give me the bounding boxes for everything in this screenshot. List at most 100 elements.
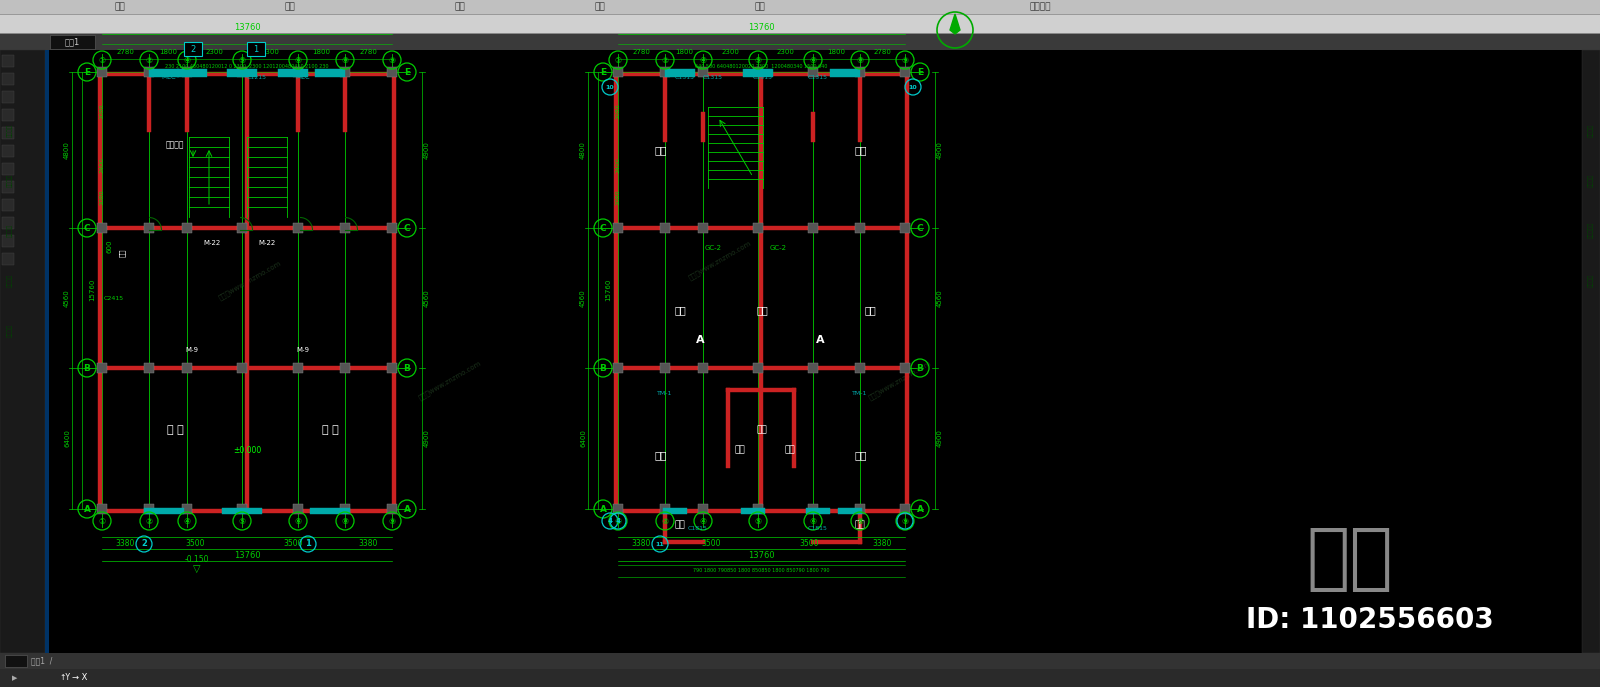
Bar xyxy=(237,363,246,373)
Text: 6400: 6400 xyxy=(579,429,586,447)
Text: 春水: 春水 xyxy=(118,249,125,257)
Bar xyxy=(662,72,667,142)
Text: 3500: 3500 xyxy=(186,539,205,548)
Text: 6400: 6400 xyxy=(64,429,70,447)
Bar xyxy=(808,363,818,373)
Bar xyxy=(387,363,397,373)
Bar xyxy=(741,508,765,514)
Bar xyxy=(808,67,818,77)
Bar xyxy=(2,127,14,139)
Bar xyxy=(661,67,670,77)
Bar xyxy=(662,508,686,514)
Text: 卧室: 卧室 xyxy=(854,450,867,460)
Text: 知末网www.znzmo.com: 知末网www.znzmo.com xyxy=(418,359,483,401)
Text: 1800: 1800 xyxy=(312,49,330,55)
Text: GC-2: GC-2 xyxy=(704,245,722,251)
Bar xyxy=(149,69,179,77)
Text: 1080: 1080 xyxy=(616,103,621,119)
Bar xyxy=(237,67,246,77)
Text: E: E xyxy=(917,67,923,76)
Bar xyxy=(0,14,1600,15)
Bar xyxy=(808,504,818,514)
Bar xyxy=(245,72,250,509)
Text: C: C xyxy=(600,223,606,232)
Bar xyxy=(614,509,909,513)
Text: C: C xyxy=(403,223,410,232)
Bar xyxy=(293,67,302,77)
Text: M-9: M-9 xyxy=(186,347,198,353)
Text: 4900: 4900 xyxy=(424,141,430,159)
Text: 客厅: 客厅 xyxy=(864,305,875,315)
Bar xyxy=(182,504,192,514)
Text: 1: 1 xyxy=(253,45,259,54)
Bar xyxy=(293,504,302,514)
Bar xyxy=(98,509,397,513)
Bar xyxy=(2,199,14,211)
Text: 设计说明: 设计说明 xyxy=(8,124,13,137)
Text: 厨室: 厨室 xyxy=(734,445,746,455)
Text: 1800: 1800 xyxy=(675,49,693,55)
Text: 2400: 2400 xyxy=(616,157,621,173)
Bar xyxy=(661,363,670,373)
Bar xyxy=(726,388,730,468)
Bar xyxy=(0,15,1600,33)
Text: ±0.000: ±0.000 xyxy=(234,445,261,455)
Bar xyxy=(698,223,707,233)
Text: 4560: 4560 xyxy=(938,289,942,307)
Bar xyxy=(792,388,797,468)
Bar xyxy=(98,72,102,509)
Text: ⑥: ⑥ xyxy=(294,56,301,65)
Bar xyxy=(899,504,910,514)
Text: 地上层数: 地上层数 xyxy=(1589,174,1594,186)
Text: MLC: MLC xyxy=(296,74,310,80)
Bar xyxy=(144,223,154,233)
Text: 布局1: 布局1 xyxy=(64,38,80,47)
Text: 10: 10 xyxy=(606,85,614,89)
Text: 13760: 13760 xyxy=(747,23,774,32)
Text: ⑥: ⑥ xyxy=(810,56,816,65)
Text: E: E xyxy=(600,67,606,76)
Text: 4560: 4560 xyxy=(424,289,430,307)
Bar xyxy=(858,72,862,142)
Bar xyxy=(98,72,397,76)
Text: ②: ② xyxy=(146,56,152,65)
Text: TM-1: TM-1 xyxy=(658,390,672,396)
Text: 1080: 1080 xyxy=(616,189,621,205)
Text: 知末网www.znzmo.com: 知末网www.znzmo.com xyxy=(22,315,29,385)
Bar xyxy=(854,223,866,233)
Text: 3380: 3380 xyxy=(115,539,134,548)
Text: MLC: MLC xyxy=(162,74,176,80)
Text: 总建筑面积: 总建筑面积 xyxy=(1589,222,1594,238)
Bar xyxy=(222,508,262,514)
Bar xyxy=(2,217,14,229)
Text: 1: 1 xyxy=(306,539,310,548)
Bar xyxy=(613,363,622,373)
Text: 知末网www.znzmo.com: 知末网www.znzmo.com xyxy=(867,359,933,401)
Text: → X: → X xyxy=(72,673,88,682)
Bar xyxy=(701,112,706,142)
Text: 11: 11 xyxy=(656,541,664,546)
Bar xyxy=(296,72,301,132)
Bar xyxy=(613,223,622,233)
Text: ⑤: ⑤ xyxy=(238,517,245,526)
Bar xyxy=(178,69,206,77)
Text: M-9: M-9 xyxy=(296,347,309,353)
Bar xyxy=(102,226,392,230)
Bar xyxy=(0,653,1600,669)
Text: 卧室: 卧室 xyxy=(654,450,667,460)
Text: B: B xyxy=(917,363,923,372)
Text: 打印设置: 打印设置 xyxy=(1029,3,1051,12)
Text: ⑤: ⑤ xyxy=(755,56,762,65)
Text: 3380: 3380 xyxy=(872,539,891,548)
Text: 书房: 书房 xyxy=(654,145,667,155)
Text: 10: 10 xyxy=(909,85,917,89)
Text: 模型  布局1  /: 模型 布局1 / xyxy=(18,657,53,666)
Text: ↑Y: ↑Y xyxy=(59,673,70,682)
Text: 文字: 文字 xyxy=(115,3,125,12)
Text: 2300: 2300 xyxy=(776,49,794,55)
Text: 标注: 标注 xyxy=(285,3,296,12)
Bar xyxy=(2,73,14,85)
Text: 客厅: 客厅 xyxy=(674,305,686,315)
Bar xyxy=(838,508,862,514)
Text: ⑤: ⑤ xyxy=(755,517,762,526)
